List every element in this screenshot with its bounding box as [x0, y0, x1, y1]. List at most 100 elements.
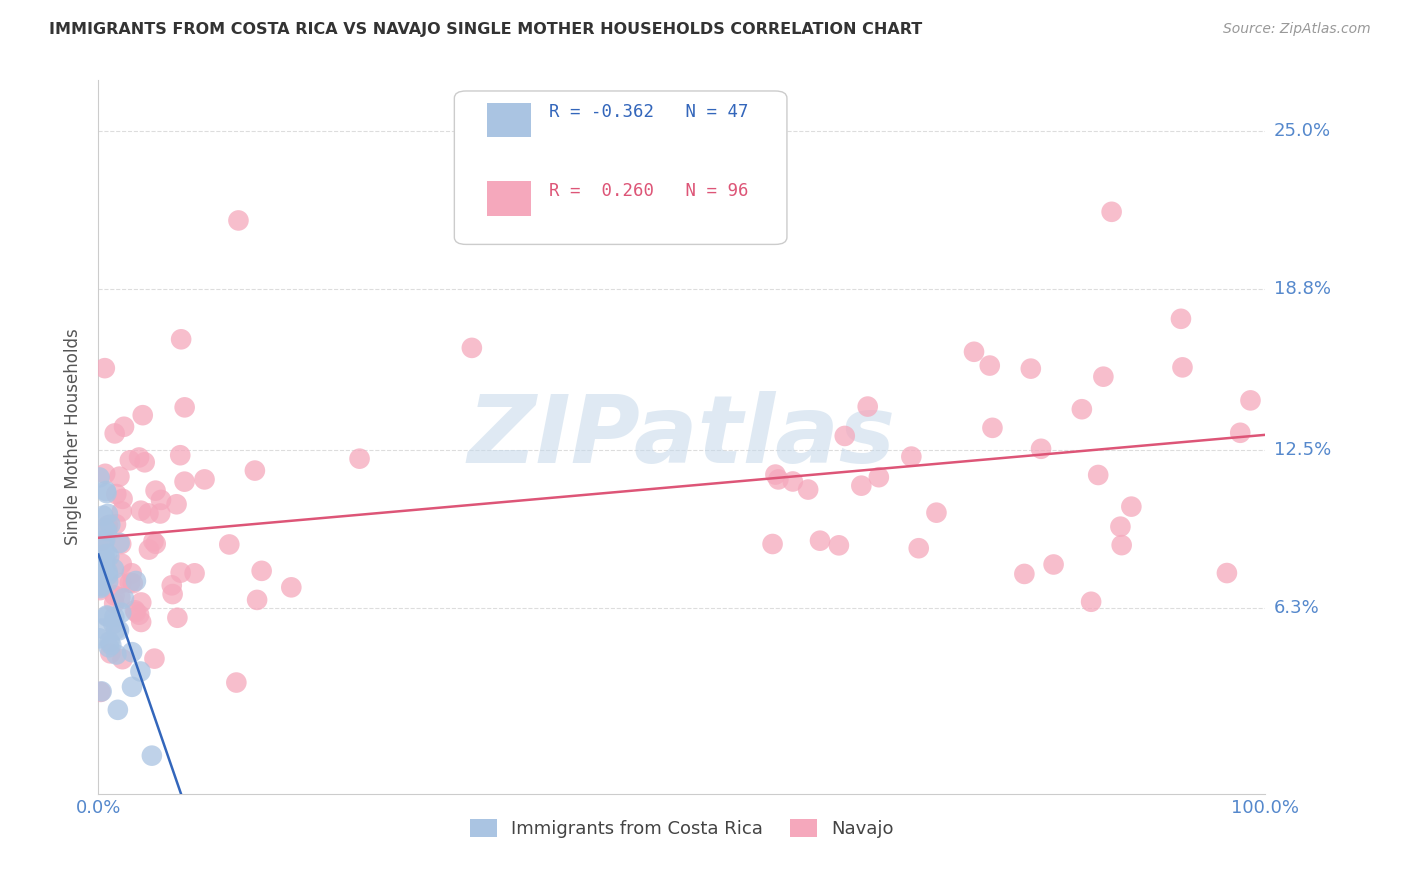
Point: [925, 506, 948, 520]
Point: [103, 596, 125, 610]
Point: [91, 533, 114, 548]
Text: Source: ZipAtlas.com: Source: ZipAtlas.com: [1223, 22, 1371, 37]
Point: [129, 615, 152, 629]
Point: [1170, 311, 1192, 326]
Point: [243, 464, 266, 478]
Point: [104, 426, 127, 441]
Text: R =  0.260   N = 96: R = 0.260 N = 96: [548, 182, 748, 200]
Point: [1092, 369, 1115, 384]
Point: [108, 469, 131, 483]
Point: [979, 359, 1001, 373]
Point: [121, 576, 143, 591]
Point: [1029, 442, 1052, 456]
Point: [129, 595, 152, 609]
Text: R = -0.362   N = 47: R = -0.362 N = 47: [548, 103, 748, 121]
Point: [110, 591, 132, 605]
Point: [121, 680, 143, 694]
Point: [111, 491, 134, 506]
Point: [91, 556, 114, 570]
Point: [1229, 425, 1251, 440]
Point: [349, 451, 371, 466]
Point: [981, 421, 1004, 435]
Point: [90, 579, 112, 593]
Point: [797, 483, 820, 497]
Point: [169, 448, 191, 462]
Point: [128, 450, 150, 465]
Point: [90, 684, 112, 698]
Point: [782, 475, 804, 489]
Point: [98, 549, 121, 564]
Point: [145, 483, 167, 498]
Text: ZIPatlas: ZIPatlas: [468, 391, 896, 483]
Point: [138, 507, 160, 521]
Point: [193, 472, 215, 486]
Point: [111, 652, 134, 666]
Point: [173, 475, 195, 489]
Point: [170, 566, 193, 580]
Point: [246, 593, 269, 607]
Point: [97, 640, 120, 655]
Point: [110, 606, 132, 620]
Point: [90, 685, 112, 699]
Point: [162, 587, 184, 601]
Point: [868, 470, 890, 484]
Point: [103, 562, 125, 576]
FancyBboxPatch shape: [454, 91, 787, 244]
Point: [132, 408, 155, 422]
Point: [166, 497, 188, 511]
Point: [103, 610, 125, 624]
Point: [141, 748, 163, 763]
Point: [96, 609, 118, 624]
Point: [96, 608, 118, 623]
Point: [108, 536, 131, 550]
Point: [94, 521, 117, 535]
Point: [228, 213, 250, 227]
Point: [89, 583, 111, 598]
Point: [121, 645, 143, 659]
Point: [93, 548, 115, 562]
Point: [183, 566, 205, 581]
Text: IMMIGRANTS FROM COSTA RICA VS NAVAJO SINGLE MOTHER HOUSEHOLDS CORRELATION CHART: IMMIGRANTS FROM COSTA RICA VS NAVAJO SIN…: [49, 22, 922, 37]
Point: [104, 517, 127, 532]
Point: [856, 400, 879, 414]
Point: [97, 507, 120, 521]
Point: [1121, 500, 1143, 514]
Point: [98, 517, 121, 532]
Point: [1080, 595, 1102, 609]
Y-axis label: Single Mother Households: Single Mother Households: [65, 329, 83, 545]
Point: [218, 537, 240, 551]
Point: [907, 541, 929, 556]
Point: [1042, 558, 1064, 572]
Point: [1239, 393, 1261, 408]
Point: [142, 534, 165, 549]
Point: [108, 624, 131, 638]
Point: [97, 568, 120, 582]
Point: [121, 566, 143, 581]
Point: [129, 504, 152, 518]
Point: [110, 537, 132, 551]
Point: [1171, 360, 1194, 375]
Point: [98, 646, 121, 660]
Point: [963, 344, 986, 359]
Point: [828, 538, 851, 552]
Point: [250, 564, 273, 578]
Point: [96, 524, 118, 538]
Point: [97, 518, 120, 533]
Point: [149, 507, 172, 521]
Point: [89, 578, 111, 592]
Point: [94, 361, 117, 376]
Point: [112, 591, 135, 606]
Point: [1216, 566, 1239, 580]
Point: [103, 589, 125, 603]
Point: [105, 623, 128, 637]
Point: [103, 616, 125, 631]
Point: [761, 537, 783, 551]
FancyBboxPatch shape: [486, 181, 531, 216]
Point: [89, 632, 111, 646]
Legend: Immigrants from Costa Rica, Navajo: Immigrants from Costa Rica, Navajo: [463, 812, 901, 846]
Point: [1087, 467, 1109, 482]
Point: [111, 557, 134, 571]
Point: [118, 575, 141, 590]
Text: 25.0%: 25.0%: [1274, 122, 1331, 140]
Point: [111, 504, 134, 518]
